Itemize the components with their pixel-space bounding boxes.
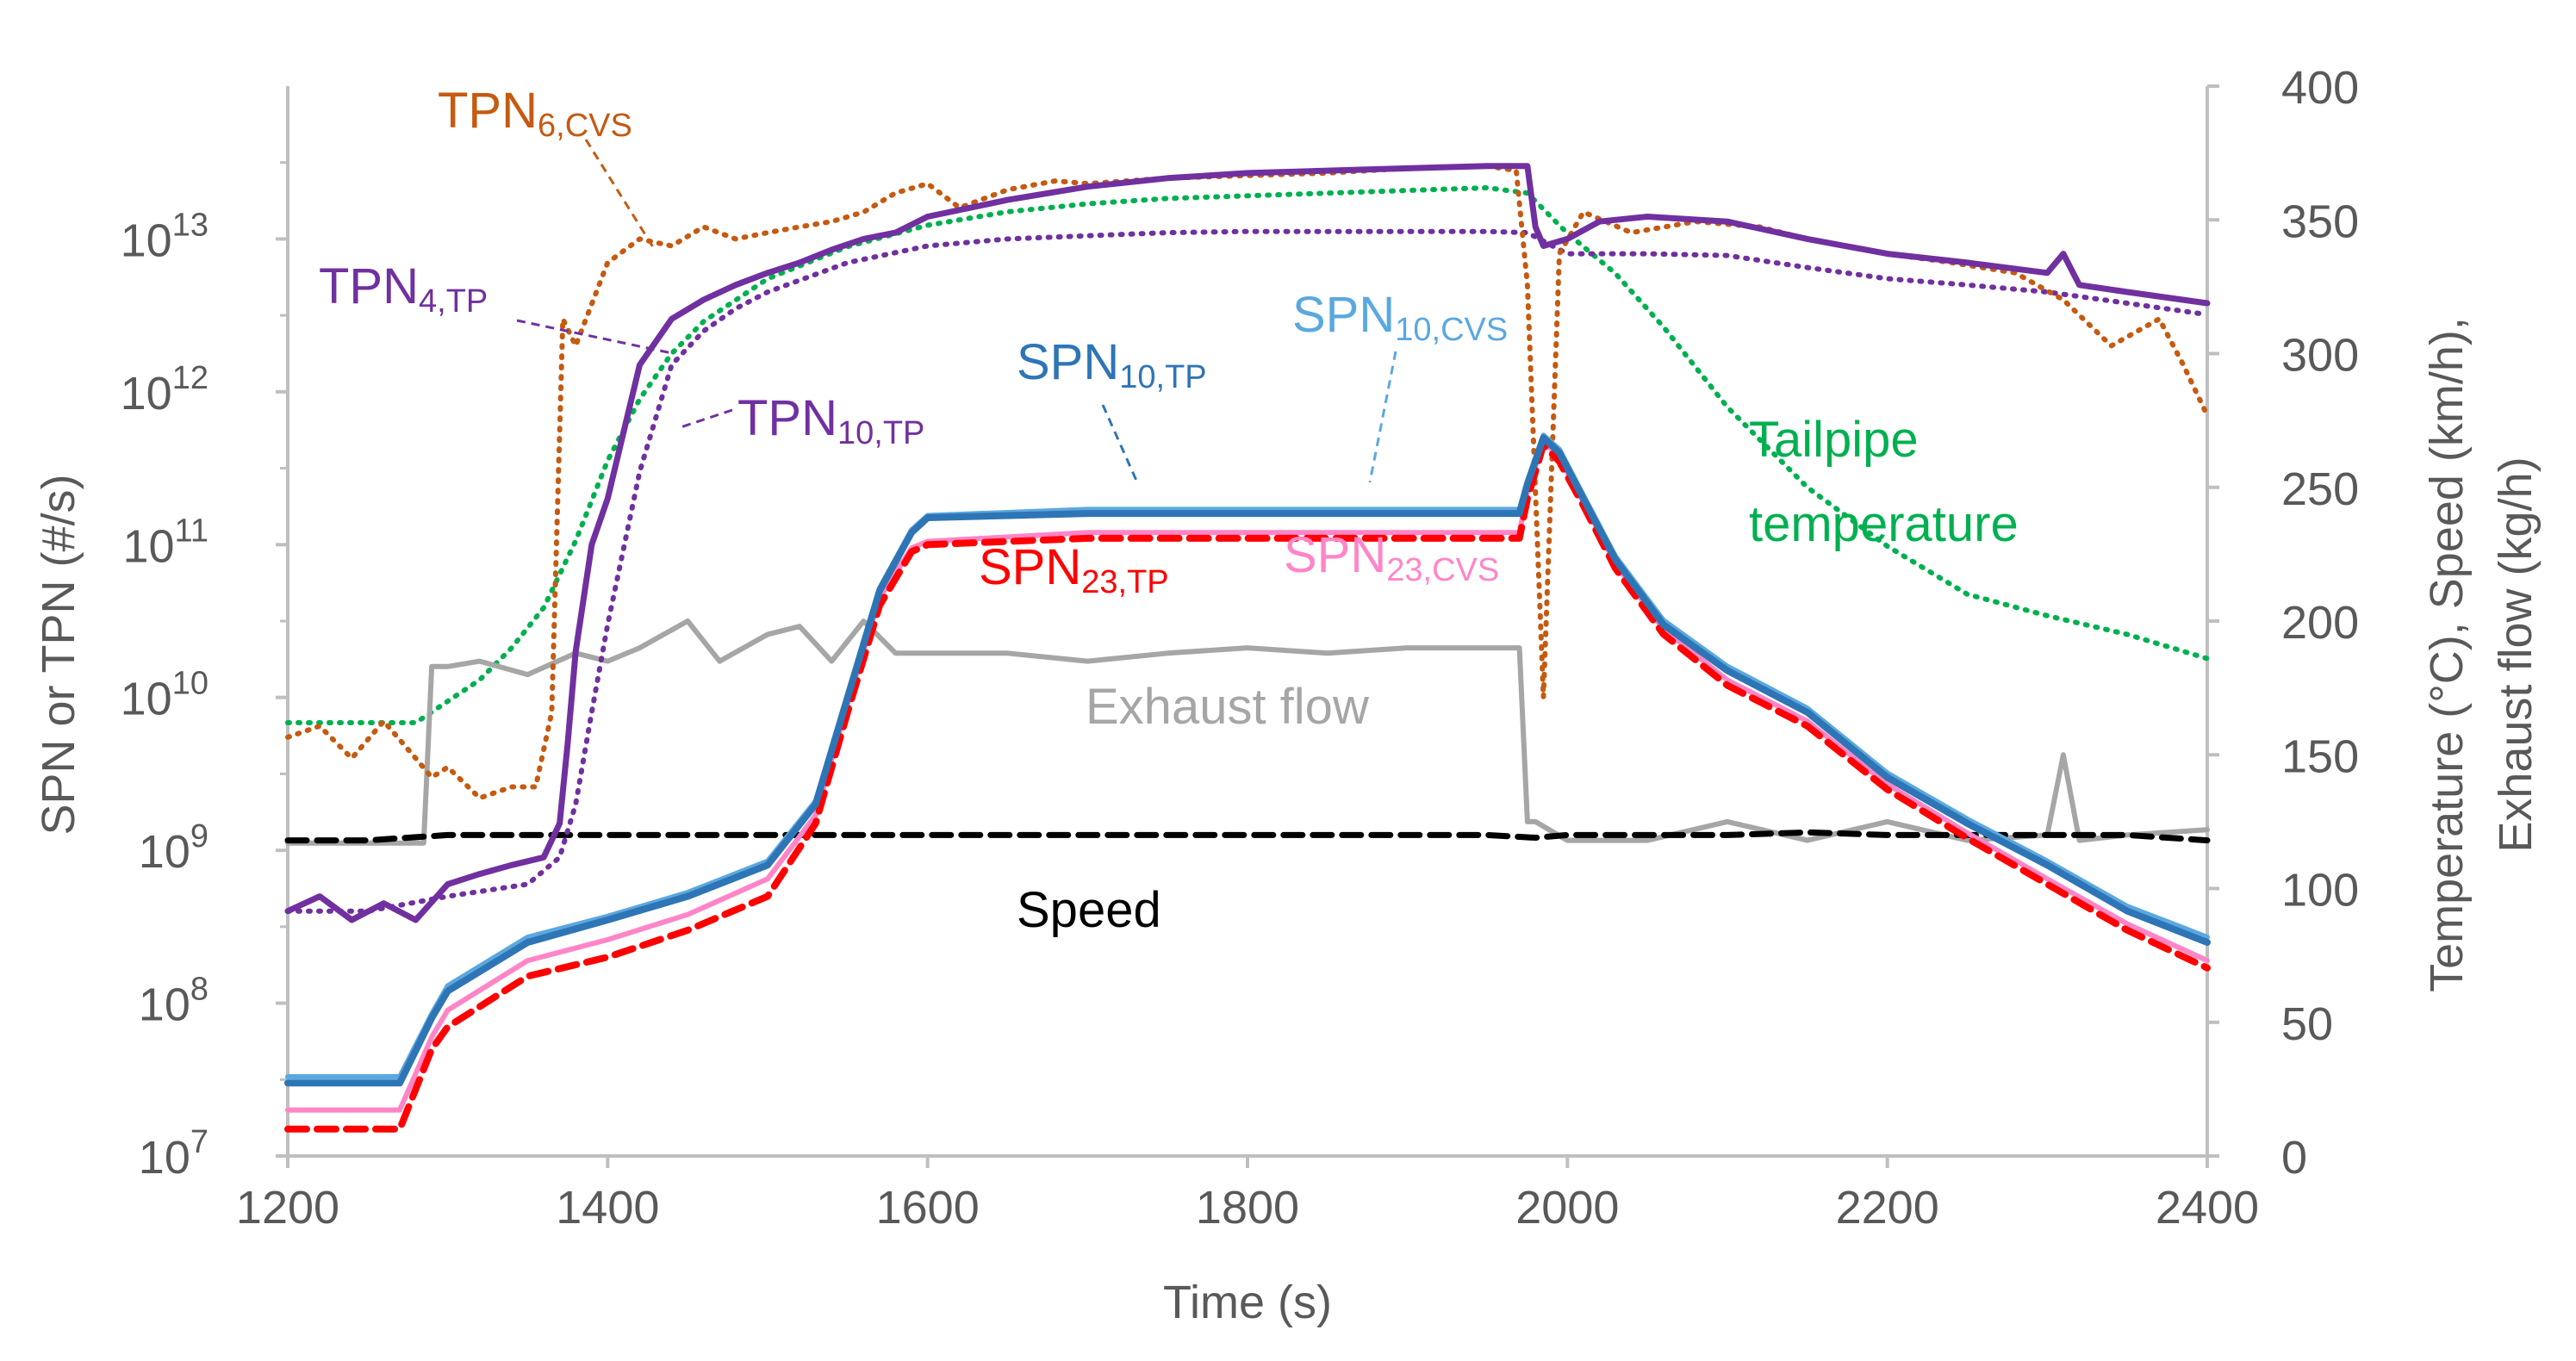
tpn6-leader-line [584,139,656,251]
tailpipe-temperature-label-line1: Tailpipe [1749,412,1919,468]
axes [286,86,2209,1158]
series-spn10-tp [284,434,2211,1087]
y-left-tick-label: 1011 [122,513,208,572]
y-right-tick-label: 400 [2281,62,2359,114]
y-right-tick-label: 0 [2281,1132,2307,1184]
y-left-tick-label: 109 [139,818,208,878]
spn10-cvs-label: SPN10,CVS [1292,287,1508,348]
spn23-tp-label: SPN23,TP [979,539,1169,600]
y-left-tick-label: 107 [139,1124,208,1184]
y-right-tick-label: 350 [2281,196,2359,247]
tpn4-leader-line [516,319,673,355]
exhaust-flow-label: Exhaust flow [1086,679,1370,735]
x-tick-label: 1400 [556,1182,659,1234]
tpn10-leader-line [680,408,733,429]
y-left-tick-label: 1013 [121,207,208,266]
y-right-axis-title-line2: Exhaust flow (kg/h) [2490,457,2542,852]
series-tailpipe-temperature [285,185,2210,725]
series-speed [284,829,2211,844]
annotation-leader-lines [516,139,1397,483]
series-exhaust-flow [285,618,2210,846]
x-tick-labels: 1200 1400 1600 1800 2000 2200 2400 [236,1182,2259,1234]
y-right-tick-label: 100 [2281,865,2359,917]
y-left-tick-label: 1012 [121,360,208,419]
x-tick-label: 2400 [2156,1182,2259,1234]
tpn4-tp-label: TPN4,TP [319,258,488,320]
tpn10-tp-label: TPN10,TP [737,390,924,451]
speed-label: Speed [1017,882,1161,938]
spn10-tp-label: SPN10,TP [1017,334,1207,395]
spn10tp-leader-line [1101,404,1139,483]
y-right-tick-label: 250 [2281,463,2359,515]
y-right-tick-labels: 0 50 100 150 200 250 300 350 400 [2281,62,2359,1184]
spn10cvs-leader-line [1368,351,1397,483]
x-axis-title: Time (s) [1163,1277,1332,1328]
series-layer [284,163,2211,1133]
x-tick-label: 1600 [876,1182,980,1234]
y-left-tick-label: 1010 [121,666,208,725]
y-right-tick-label: 150 [2281,730,2359,782]
y-right-tick-label: 300 [2281,330,2359,382]
spn23-cvs-label: SPN23,CVS [1284,527,1499,588]
x-tick-label: 1200 [236,1182,339,1234]
y-left-axis-title: SPN or TPN (#/s) [33,474,84,835]
y-right-tick-label: 50 [2281,998,2333,1050]
x-tick-label: 1800 [1196,1182,1299,1234]
tailpipe-temperature-label-line2: temperature [1749,496,2019,552]
tick-marks [276,84,2219,1168]
series-tpn10-tp [285,228,2210,914]
series-spn23-cvs [285,438,2210,1113]
x-tick-label: 2200 [1836,1182,1939,1234]
x-tick-label: 2000 [1515,1182,1619,1234]
y-right-axis-title-line1: Temperature (°C), Speed (km/h), [2421,317,2473,992]
series-tpn4-tp [284,163,2211,923]
y-left-tick-labels: 107 108 109 1010 1011 1012 1013 [121,207,208,1184]
y-left-tick-label: 108 [139,972,208,1031]
series-spn23-tp [284,441,2211,1133]
tpn6-cvs-label: TPN6,CVS [438,83,632,144]
y-right-tick-label: 200 [2281,597,2359,649]
